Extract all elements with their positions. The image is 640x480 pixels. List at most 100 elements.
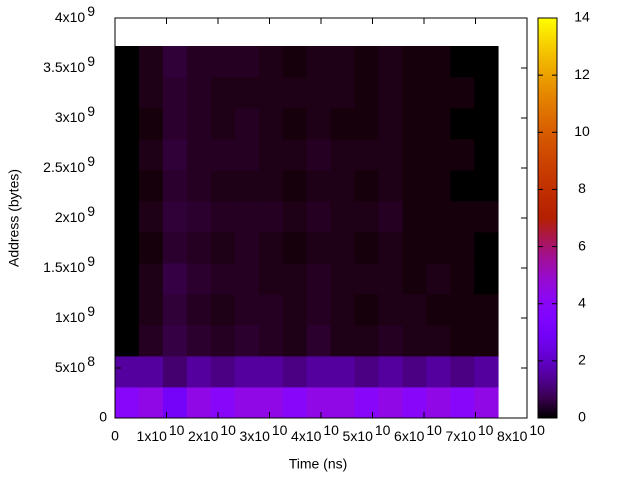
heatmap-cell (450, 294, 475, 326)
heatmap-cell (306, 356, 331, 388)
heatmap-cell (162, 46, 188, 78)
y-tick-label: 1x10 9 (55, 303, 95, 325)
heatmap-cell (450, 139, 475, 171)
heatmap-cell (330, 387, 355, 419)
heatmap-cell (330, 108, 355, 140)
heatmap-cell (354, 139, 379, 171)
heatmap-cell (186, 77, 212, 109)
heatmap-cell (162, 232, 188, 264)
heatmap-cell (138, 232, 164, 264)
heatmap-cell (258, 139, 284, 171)
heatmap-cell (210, 294, 236, 326)
heatmap-cell (426, 170, 451, 202)
y-tick-label-text: 2x10 (55, 209, 86, 225)
heatmap-cell (330, 201, 355, 233)
heatmap-cell (258, 232, 284, 264)
x-tick-label: 5x10 10 (343, 422, 391, 444)
heatmap-cell (258, 77, 284, 109)
y-axis-label: Address (bytes) (6, 169, 22, 267)
x-tick-label-exponent: 10 (478, 422, 494, 438)
heatmap-cell (138, 356, 164, 388)
heatmap-cell (474, 232, 499, 264)
heatmap-cell (378, 77, 403, 109)
heatmap-cell (354, 294, 379, 326)
y-tick-label-exponent: 8 (87, 353, 95, 369)
heatmap-cell (378, 232, 403, 264)
y-tick-label-text: 3x10 (55, 109, 86, 125)
y-tick-label-exponent: 9 (87, 53, 95, 69)
heatmap-cell (450, 46, 475, 78)
y-tick-label-exponent: 9 (87, 203, 95, 219)
heatmap-cell (162, 201, 188, 233)
heatmap-cell (378, 170, 403, 202)
heatmap-cell (426, 294, 451, 326)
heatmap-cell (378, 201, 403, 233)
x-tick-label: 3x10 10 (240, 422, 288, 444)
heatmap-cell (474, 108, 499, 140)
colorbar-tick-label: 4 (578, 294, 586, 310)
heatmap-cell (450, 170, 475, 202)
heatmap-cell (378, 108, 403, 140)
heatmap-cell (186, 201, 212, 233)
heatmap-cell (426, 77, 451, 109)
heatmap-cell (186, 325, 212, 357)
heatmap-cell (282, 387, 307, 419)
heatmap-cell (330, 46, 355, 78)
heatmap-cell (354, 232, 379, 264)
heatmap-cell (354, 46, 379, 78)
heatmap-cell (282, 325, 307, 357)
x-tick-label: 2x10 10 (188, 422, 236, 444)
heatmap-cell (378, 139, 403, 171)
heatmap-cell (210, 387, 236, 419)
heatmap-cell (426, 139, 451, 171)
heatmap-cell (474, 201, 499, 233)
heatmap-cell (258, 325, 284, 357)
y-tick-label-text: 2.5x10 (43, 159, 85, 175)
heatmap-cell (402, 263, 427, 295)
heatmap-cell (234, 201, 260, 233)
x-tick-label-text: 5x10 (343, 428, 374, 444)
x-axis-label: Time (ns) (289, 456, 348, 472)
heatmap-cell (330, 139, 355, 171)
heatmap-cell (258, 263, 284, 295)
heatmap-cell (402, 201, 427, 233)
heatmap-cell (186, 294, 212, 326)
y-tick-label: 1.5x10 9 (43, 253, 95, 275)
heatmap-cell (234, 108, 260, 140)
x-tick-label: 7x10 10 (446, 422, 494, 444)
y-tick-label: 5x10 8 (55, 353, 95, 375)
heatmap-cell (258, 294, 284, 326)
heatmap-cell (186, 108, 212, 140)
heatmap-cell (210, 232, 236, 264)
heatmap-cell (210, 201, 236, 233)
heatmap-cell (354, 325, 379, 357)
heatmap-cell (378, 356, 403, 388)
heatmap-cell (282, 46, 307, 78)
x-tick-label: 4x10 10 (291, 422, 339, 444)
colorbar-tick-label: 2 (578, 352, 586, 368)
heatmap-cell (138, 46, 164, 78)
x-tick-label-exponent: 10 (169, 422, 185, 438)
x-tick-label-text: 3x10 (240, 428, 271, 444)
heatmap-cell (402, 356, 427, 388)
heatmap-cell (186, 46, 212, 78)
heatmap-cell (210, 356, 236, 388)
heatmap-cell (138, 201, 164, 233)
heatmap-cell (474, 356, 499, 388)
heatmap-cell (450, 77, 475, 109)
heatmap-cell (234, 387, 260, 419)
heatmap-cell (258, 387, 284, 419)
heatmap-cell (282, 356, 307, 388)
heatmap-cell (115, 77, 140, 109)
heatmap-cell (186, 387, 212, 419)
y-tick-label: 2.5x10 9 (43, 153, 95, 175)
heatmap-cell (210, 108, 236, 140)
heatmap-cell (138, 387, 164, 419)
heatmap-cell (282, 201, 307, 233)
heatmap-cell (450, 325, 475, 357)
heatmap-cell (426, 356, 451, 388)
heatmap-cell (210, 46, 236, 78)
y-tick-label-text: 1.5x10 (43, 259, 85, 275)
heatmap-cell (354, 356, 379, 388)
heatmap-cell (306, 263, 331, 295)
